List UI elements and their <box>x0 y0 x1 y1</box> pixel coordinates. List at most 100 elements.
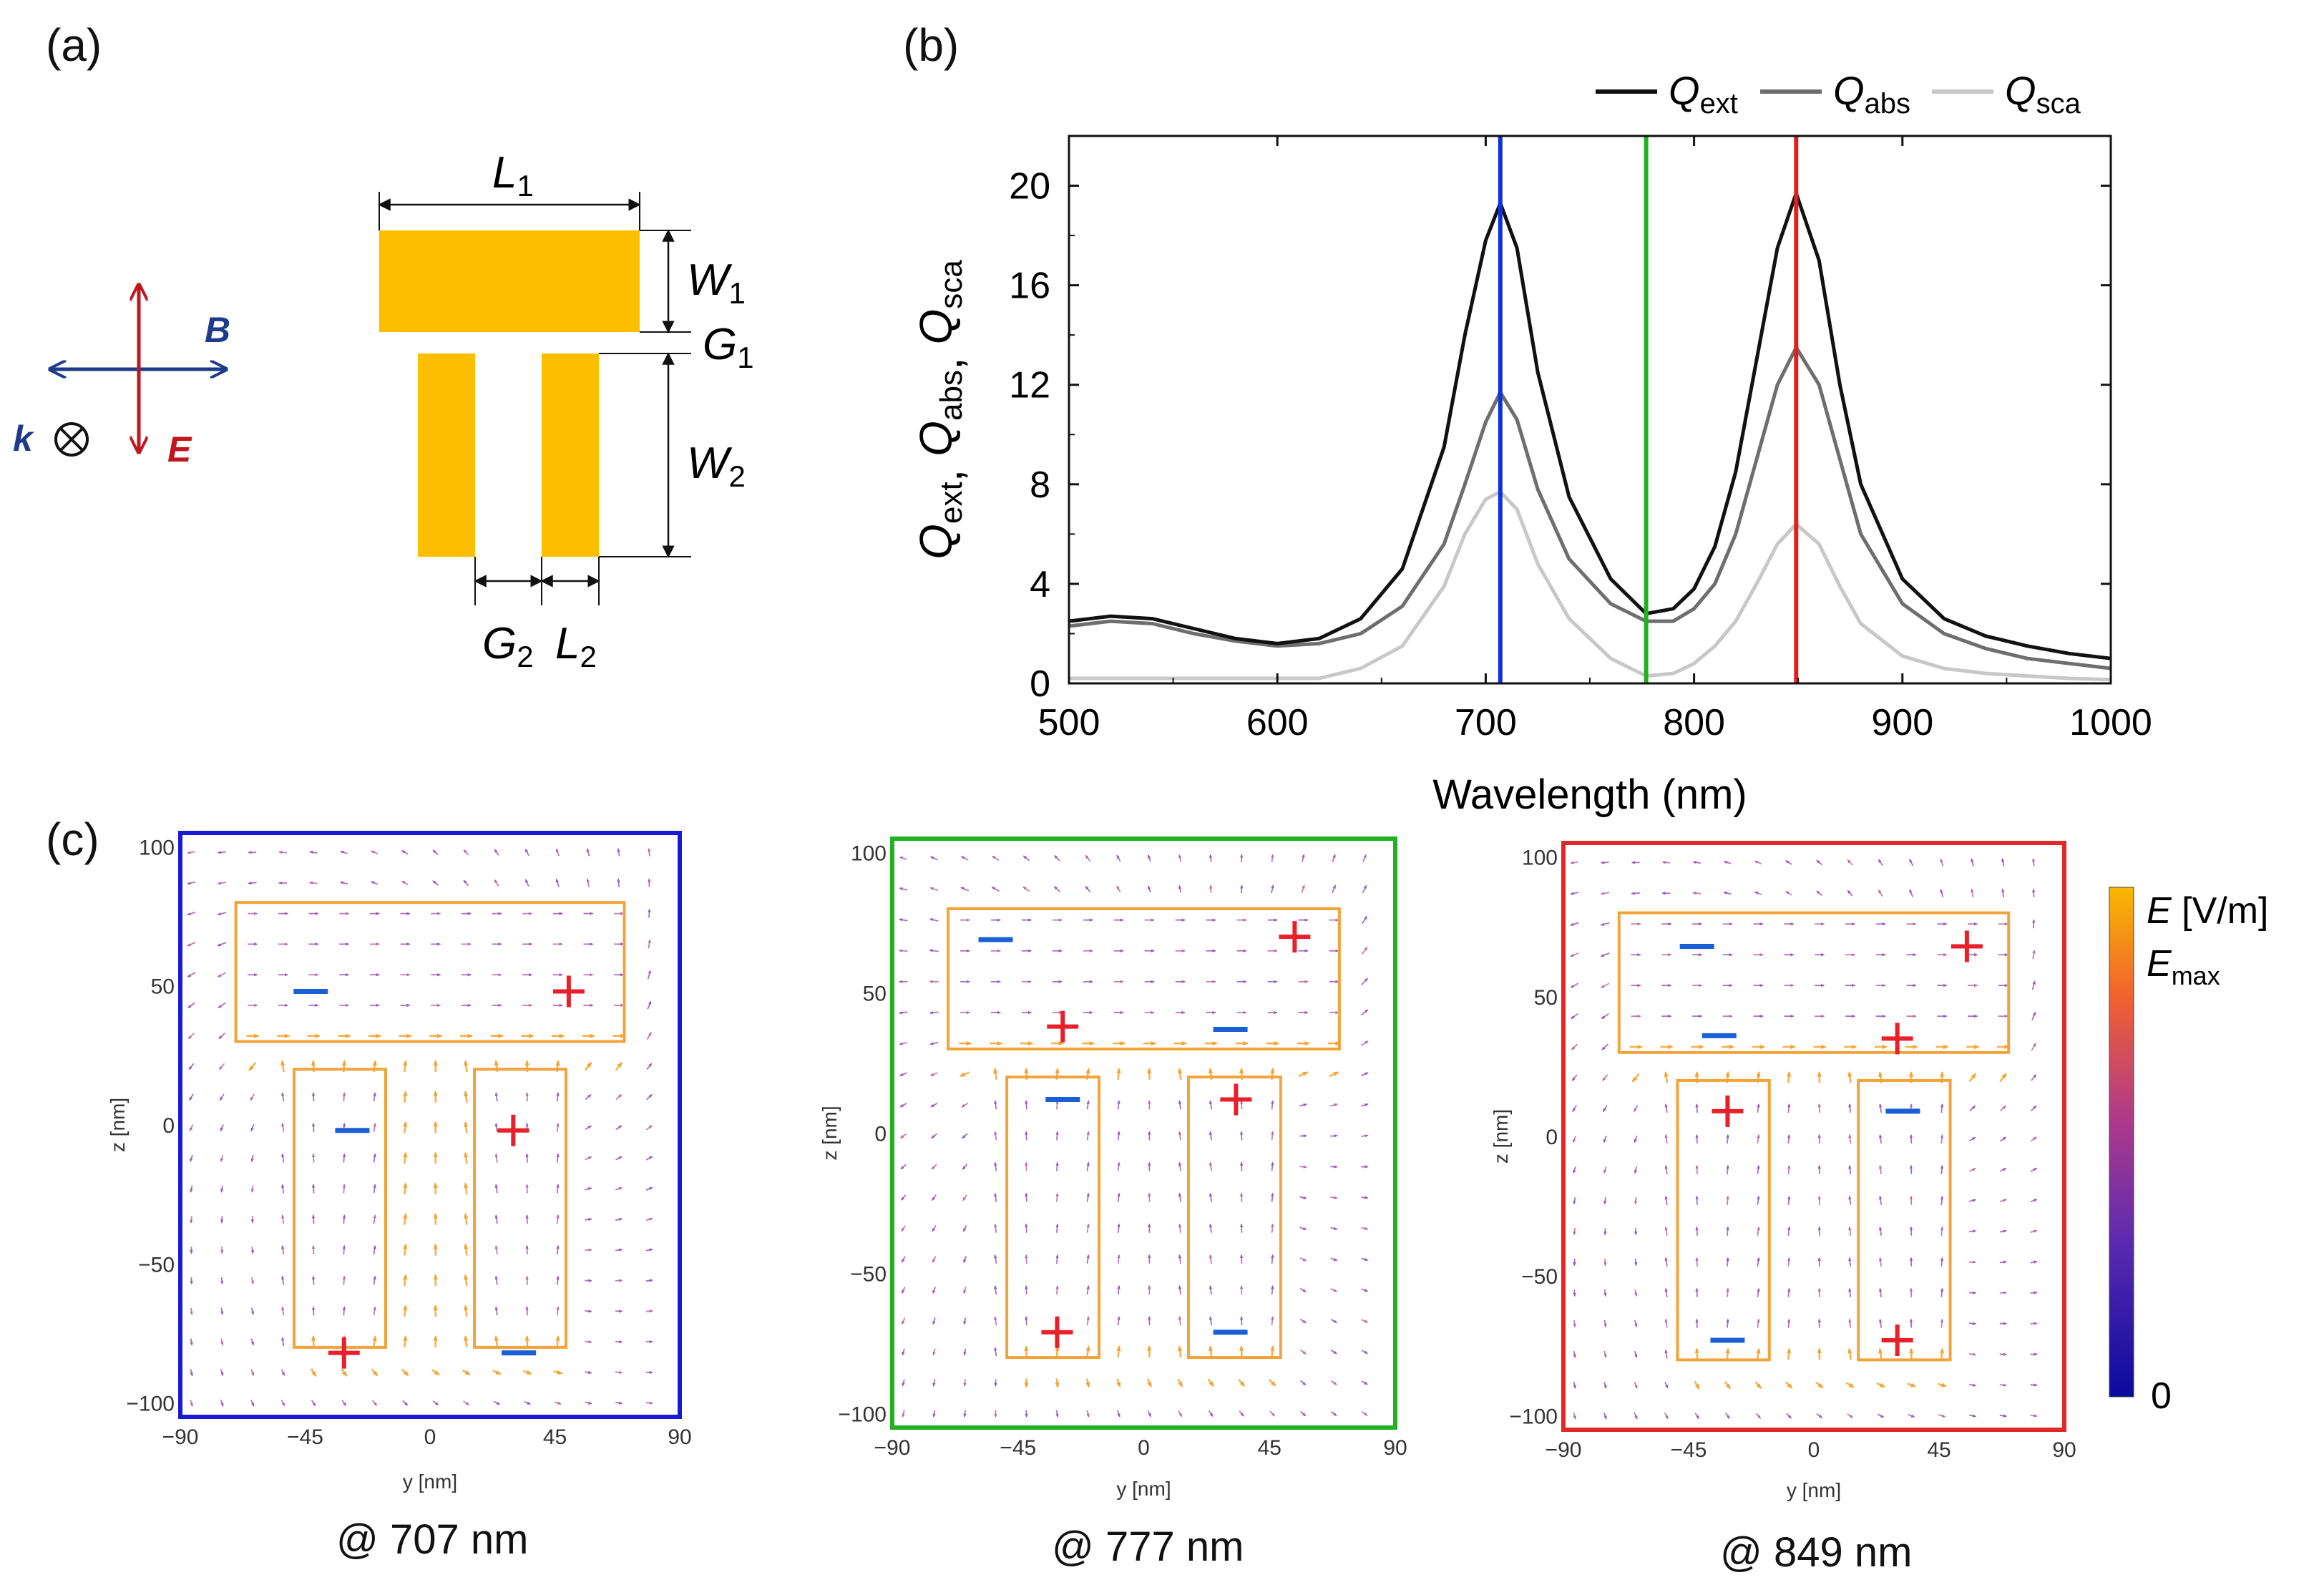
map-frame <box>1561 841 2066 1432</box>
svg-text:Qsca: Qsca <box>2005 68 2081 120</box>
y-tick-label: 4 <box>1030 564 1050 605</box>
positive-charge-icon <box>1951 930 1983 962</box>
map-y-label: z [nm] <box>1490 1109 1512 1164</box>
caption-707: @ 707 nm <box>336 1516 529 1563</box>
map-x-tick: 45 <box>1927 1438 1951 1462</box>
top-bar-outline <box>1617 911 2011 1054</box>
map-y-tick: 0 <box>162 1114 175 1138</box>
plot-frame <box>1068 135 2112 685</box>
caption-777: @ 777 nm <box>1052 1523 1244 1570</box>
map-x-tick: 45 <box>1258 1436 1281 1460</box>
x-axis-label: Wavelength (nm) <box>1432 771 1747 818</box>
map-x-label: y [nm] <box>1116 1478 1171 1500</box>
y-tick-label: 8 <box>1030 464 1050 506</box>
x-tick-label: 900 <box>1871 702 1933 743</box>
positive-charge-icon <box>1881 1023 1913 1055</box>
map-y-tick: 50 <box>1534 986 1558 1010</box>
map-y-label: z [nm] <box>107 1098 129 1152</box>
leg-outline <box>1005 1076 1101 1360</box>
field-map-3: −90 −45 0 45 90 100 50 0 −50 −100 y [nm] z [nm] <box>1490 841 2076 1501</box>
map-y-tick: 50 <box>863 982 887 1006</box>
map-y-tick: 50 <box>151 975 175 999</box>
x-tick-label: 600 <box>1246 702 1309 743</box>
svg-text:Qext: Qext <box>1669 68 1738 120</box>
map-y-tick: 0 <box>1546 1126 1558 1149</box>
map-y-tick: 100 <box>139 836 175 859</box>
positive-charge-icon <box>1220 1083 1252 1116</box>
svg-text:Qabs: Qabs <box>1833 68 1910 120</box>
map-y-tick: −100 <box>838 1403 887 1426</box>
map-x-tick: −90 <box>874 1436 911 1460</box>
panel-label-a: (a) <box>46 19 102 71</box>
top-bar <box>379 230 640 332</box>
leg-outline <box>1186 1076 1282 1360</box>
caption-849: @ 849 nm <box>1720 1529 1913 1576</box>
map-y-tick: 0 <box>874 1123 887 1146</box>
positive-charge-icon <box>1881 1325 1913 1357</box>
colorbar-min: 0 <box>2151 1375 2172 1417</box>
map-x-tick: −90 <box>1546 1438 1582 1462</box>
positive-charge-icon <box>328 1337 360 1369</box>
spectrum-chart: 500 600 700 800 900 1000 0 4 8 12 16 20 Wavelength (… <box>910 68 2152 818</box>
y-tick-label: 12 <box>1009 365 1050 406</box>
x-tick-label: 1000 <box>2069 702 2152 743</box>
field-maps: −90 −45 0 45 90 100 50 0 −50 −100 y [nm] z [nm] −90 −… <box>107 831 2268 1501</box>
map-y-label: z [nm] <box>819 1106 841 1160</box>
right-leg <box>542 353 599 557</box>
positive-charge-icon <box>1712 1095 1744 1127</box>
map-y-tick: 100 <box>851 842 887 866</box>
label-L2: L2 <box>555 619 597 673</box>
map-y-tick: −50 <box>1521 1265 1558 1289</box>
series-line-q-sca <box>1069 489 2111 682</box>
leg-outline <box>1676 1078 1771 1362</box>
b-field-label: B <box>205 310 230 350</box>
map-frame <box>178 831 682 1419</box>
map-y-tick: −50 <box>850 1262 887 1286</box>
map-y-tick: −50 <box>138 1253 175 1277</box>
map-x-tick: 0 <box>1138 1436 1150 1460</box>
map-x-tick: −90 <box>162 1425 199 1449</box>
leg-outline <box>292 1068 387 1349</box>
leg-outline <box>1857 1078 1952 1362</box>
y-tick-label: 16 <box>1009 265 1050 307</box>
map-x-label: y [nm] <box>403 1471 457 1493</box>
map-x-tick: −45 <box>287 1425 323 1449</box>
top-bar-outline <box>947 907 1341 1050</box>
map-y-tick: −100 <box>1509 1405 1558 1428</box>
map-x-tick: −45 <box>1671 1438 1707 1462</box>
map-x-tick: 45 <box>543 1425 567 1449</box>
map-x-tick: 90 <box>2052 1438 2076 1462</box>
map-x-tick: 0 <box>424 1425 436 1449</box>
x-tick-label: 500 <box>1038 702 1100 743</box>
label-G2: G2 <box>482 619 534 673</box>
panel-label-c: (c) <box>46 814 99 865</box>
e-field-label: E <box>167 429 192 469</box>
x-tick-label: 800 <box>1663 702 1725 743</box>
y-tick-label: 20 <box>1009 166 1050 208</box>
map-y-tick: −100 <box>126 1393 175 1416</box>
colorbar-max: Emax <box>2147 943 2220 990</box>
label-W1: W1 <box>687 255 746 310</box>
left-leg <box>418 353 475 557</box>
label-W2: W2 <box>687 439 746 493</box>
legend-item-abs: Qabs <box>1760 68 1910 120</box>
positive-charge-icon <box>1041 1316 1073 1348</box>
legend-item-ext: Qext <box>1596 68 1738 120</box>
y-axis-label: Qext, Qabs, Qsca <box>910 260 972 560</box>
positive-charge-icon <box>552 975 585 1008</box>
map-frame <box>890 837 1397 1430</box>
top-bar-outline <box>234 901 626 1043</box>
field-map-1: −90 −45 0 45 90 100 50 0 −50 −100 y [nm] z [nm] <box>107 831 692 1493</box>
legend-item-sca: Qsca <box>1932 68 2081 120</box>
map-x-tick: 90 <box>1383 1436 1407 1460</box>
leg-outline <box>473 1068 568 1349</box>
positive-charge-icon <box>1279 921 1311 953</box>
colorbar-label: E [V/m] <box>2147 890 2268 932</box>
panel-label-b: (b) <box>903 19 960 71</box>
series-line-q-ext <box>1068 191 2111 660</box>
positive-charge-icon <box>497 1114 529 1146</box>
k-vector-label: k <box>13 419 34 459</box>
series-line-q-abs <box>1068 346 2111 670</box>
schematic-panel: B E k L1 W1 G1 W2 G2 L2 <box>13 148 754 673</box>
